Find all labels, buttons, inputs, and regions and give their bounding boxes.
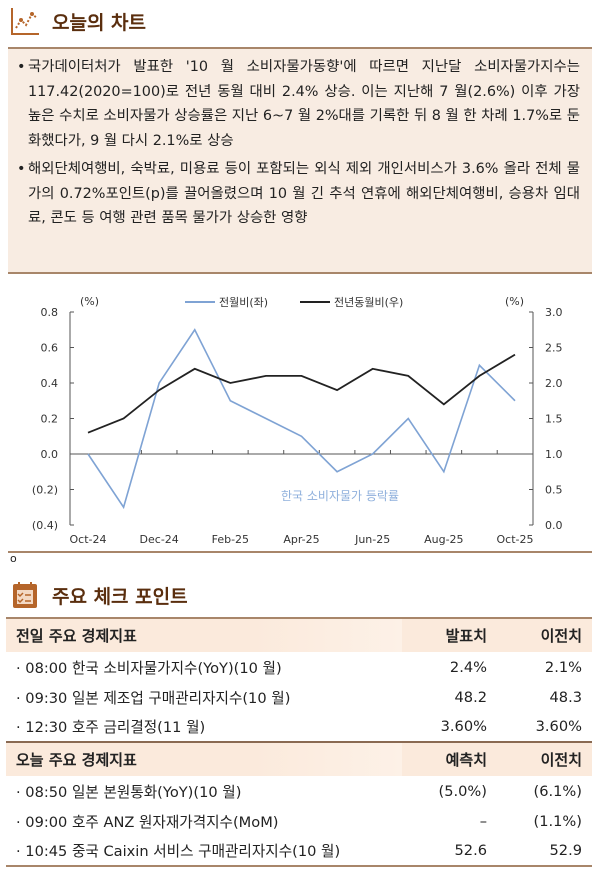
indicator-name: · 12:30 호주 금리결정(11 월) [16,719,206,736]
today-header-row: 오늘 주요 경제지표 예측치 이전치 [6,741,592,776]
right-tick-label: 1.5 [545,413,563,426]
actual-value: 2.4% [449,658,487,676]
x-tick-label: Oct-24 [70,533,107,546]
header-cell: 이전치 [497,741,592,776]
table-row: · 09:00 호주 ANZ 원자재가격지수(MoM) – (1.1%) [6,806,592,836]
left-tick-label: (0.4) [32,519,58,532]
left-tick-label: (0.2) [32,484,58,497]
summary-bullet: 국가데이터처가 발표한 '10 월 소비자물가동향'에 따르면 지난달 소비자물… [17,55,580,153]
table-row: · 08:50 일본 본원통화(YoY)(10 월) (5.0%) (6.1%) [6,776,592,806]
chart-section-title-text: 오늘의 차트 [52,11,147,34]
previous-value: 48.3 [549,688,583,706]
actual-value: 48.2 [454,688,488,706]
indicator-table: 전일 주요 경제지표 발표치 이전치 · 08:00 한국 소비자물가지수(Yo… [6,617,592,867]
right-unit: (%) [505,295,524,308]
check-section-title-text: 주요 체크 포인트 [52,585,188,608]
check-section-title: 주요 체크 포인트 [10,580,188,610]
left-unit: (%) [80,295,99,308]
left-tick-label: 0.2 [41,413,59,426]
forecast-value: (5.0%) [438,782,487,800]
x-tick-label: Feb-25 [212,533,249,546]
actual-value: 3.60% [440,718,487,735]
checklist-calendar-icon [13,582,37,608]
summary-box: 국가데이터처가 발표한 '10 월 소비자물가동향'에 따르면 지난달 소비자물… [8,47,592,274]
indicator-name: · 09:30 일본 제조업 구매관리자지수(10 월) [16,689,291,707]
right-tick-label: 3.0 [545,306,563,319]
chart-section-title: 오늘의 차트 [10,6,146,36]
divider [8,551,592,553]
left-tick-label: 0.6 [41,342,59,355]
previous-value: (6.1%) [533,782,582,800]
previous-value: (1.1%) [533,812,582,830]
x-tick-label: Apr-25 [283,533,319,546]
left-tick-label: 0.0 [41,448,59,461]
indicator-name: · 09:00 호주 ANZ 원자재가격지수(MoM) [16,813,279,831]
summary-bullet: 해외단체여행비, 숙박료, 미용료 등이 포함되는 외식 제외 개인서비스가 3… [17,157,580,231]
left-tick-label: 0.4 [41,377,59,390]
legend-label: 전년동월비(우) [334,296,403,309]
previous-value: 2.1% [544,658,582,676]
yesterday-header-row: 전일 주요 경제지표 발표치 이전치 [6,618,592,652]
indicator-name: · 08:50 일본 본원통화(YoY)(10 월) [16,783,242,801]
footnote-mark: o [10,552,17,565]
header-cell: 예측치 [402,741,497,776]
forecast-value: 52.6 [454,842,488,859]
x-tick-label: Dec-24 [140,533,179,546]
forecast-value: – [479,812,487,830]
right-tick-label: 2.0 [545,377,563,390]
header-cell: 오늘 주요 경제지표 [6,741,402,776]
table-row: · 10:45 중국 Caixin 서비스 구매관리자지수(10 월) 52.6 5… [6,836,592,866]
table-row: · 09:30 일본 제조업 구매관리자지수(10 월) 48.2 48.3 [6,682,592,712]
series-line-1 [87,353,516,434]
header-cell: 이전치 [497,618,592,652]
line-chart-icon [11,8,39,35]
x-tick-label: Aug-25 [424,533,463,546]
previous-value: 3.60% [535,718,582,735]
right-tick-label: 1.0 [545,448,563,461]
previous-value: 52.9 [549,842,583,859]
legend-label: 전월비(좌) [219,296,268,309]
table-row: · 08:00 한국 소비자물가지수(YoY)(10 월) 2.4% 2.1% [6,652,592,682]
x-tick-label: Jun-25 [354,533,390,546]
x-tick-label: Oct-25 [497,533,534,546]
indicator-name: · 10:45 중국 Caixin 서비스 구매관리자지수(10 월) [16,843,341,860]
right-tick-label: 0.0 [545,519,563,532]
table-row: · 12:30 호주 금리결정(11 월) 3.60% 3.60% [6,712,592,742]
series-line-0 [87,328,516,510]
cpi-chart: 0.8 0.6 0.4 0.2 0.0 (0.2) (0.4) 3.0 2.5 2.0 1.5 1.0… [32,295,563,546]
chart-title: 한국 소비자물가 등락률 [281,489,399,503]
indicator-name: · 08:00 한국 소비자물가지수(YoY)(10 월) [16,659,282,677]
right-tick-label: 0.5 [545,484,563,497]
right-tick-label: 2.5 [545,342,563,355]
header-cell: 전일 주요 경제지표 [6,618,402,652]
header-cell: 발표치 [402,618,497,652]
left-tick-label: 0.8 [41,306,59,319]
